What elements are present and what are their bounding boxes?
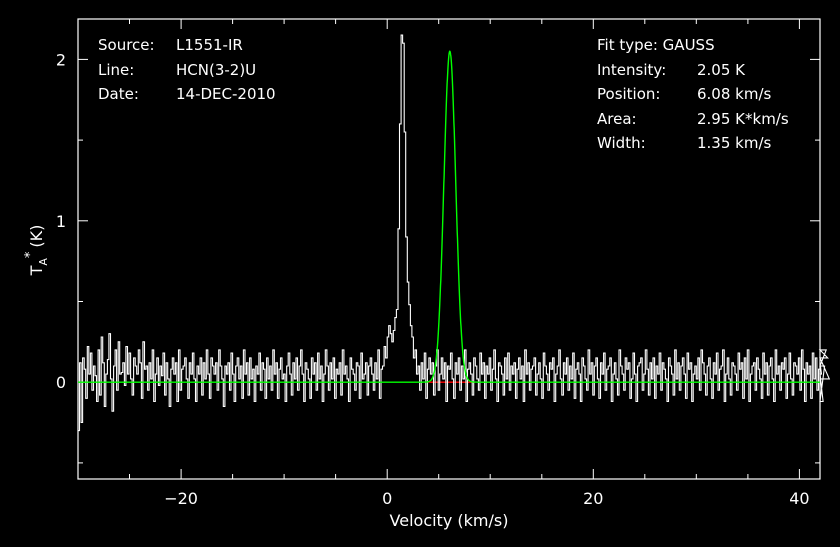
spectrum-line bbox=[78, 34, 831, 432]
x-axis-ticks: −20 0 20 40 bbox=[77, 19, 810, 508]
date-value: 14-DEC-2010 bbox=[176, 85, 276, 103]
area-key: Area: bbox=[597, 110, 637, 128]
y-axis-label-unit: (K) bbox=[27, 225, 46, 248]
line-key: Line: bbox=[98, 61, 134, 79]
y-axis-label-main: T bbox=[27, 265, 46, 276]
source-value: L1551-IR bbox=[176, 36, 243, 54]
x-tick-label: 0 bbox=[382, 489, 392, 508]
y-axis-label-sup: * bbox=[23, 251, 38, 258]
y-axis-label-sub: A bbox=[37, 258, 50, 266]
y-axis-label: TA* (K) bbox=[23, 225, 50, 277]
width-value: 1.35 km/s bbox=[697, 134, 772, 152]
svg-text:TA*(K): TA* (K) bbox=[23, 225, 50, 277]
x-tick-label: 40 bbox=[789, 489, 809, 508]
info-right: Fit type: GAUSS Intensity: 2.05 K Positi… bbox=[597, 36, 789, 152]
y-tick-label: 2 bbox=[56, 50, 66, 69]
x-tick-label: −20 bbox=[164, 489, 198, 508]
intensity-key: Intensity: bbox=[597, 61, 666, 79]
width-key: Width: bbox=[597, 134, 646, 152]
info-left: Source: L1551-IR Line: HCN(3-2)U Date: 1… bbox=[98, 36, 276, 103]
y-tick-label: 0 bbox=[56, 373, 66, 392]
area-value: 2.95 K*km/s bbox=[697, 110, 789, 128]
line-value: HCN(3-2)U bbox=[176, 61, 256, 79]
intensity-value: 2.05 K bbox=[697, 61, 746, 79]
x-axis-label: Velocity (km/s) bbox=[390, 511, 509, 530]
date-key: Date: bbox=[98, 85, 139, 103]
fit-type: Fit type: GAUSS bbox=[597, 36, 715, 54]
y-tick-label: 1 bbox=[56, 212, 66, 231]
source-key: Source: bbox=[98, 36, 155, 54]
gaussian-fit-line bbox=[78, 50, 820, 383]
position-value: 6.08 km/s bbox=[697, 85, 772, 103]
plot-frame bbox=[77, 18, 821, 480]
x-tick-label: 20 bbox=[583, 489, 603, 508]
position-key: Position: bbox=[597, 85, 660, 103]
